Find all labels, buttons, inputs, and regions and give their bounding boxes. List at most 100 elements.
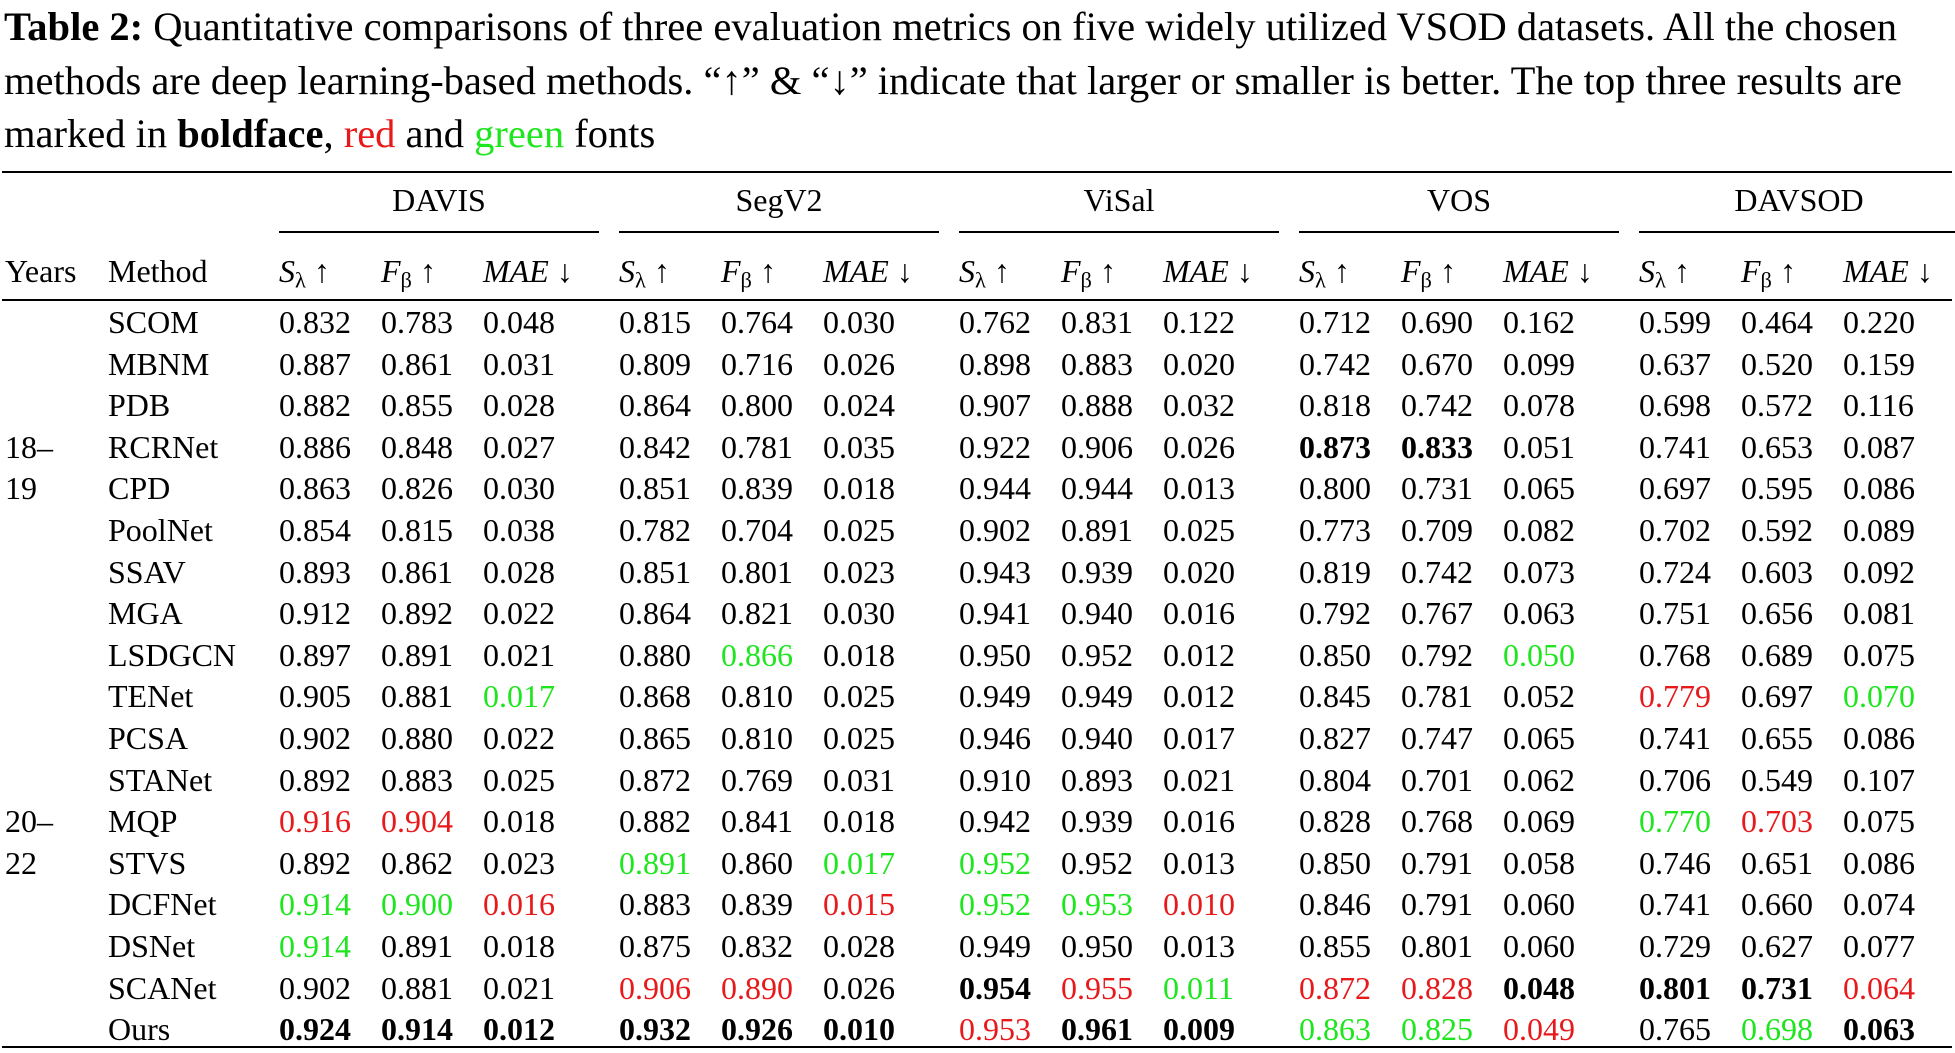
value: 0.952 [959, 886, 1031, 923]
value-cell: 0.842 [619, 427, 691, 467]
value: 0.724 [1639, 553, 1711, 590]
value: 0.906 [1061, 428, 1133, 465]
value-cell: 0.832 [721, 926, 793, 966]
metric-symbol: F [381, 253, 401, 289]
value-cell: 0.698 [1639, 385, 1711, 425]
value: 0.863 [279, 470, 351, 507]
metric-header: Sλ ↑ [1639, 251, 1690, 291]
value-cell: 0.791 [1401, 884, 1473, 924]
value-cell: 0.703 [1741, 801, 1813, 841]
metric-symbol: F [1741, 253, 1761, 289]
value: 0.783 [381, 304, 453, 340]
value-cell: 0.709 [1401, 510, 1473, 550]
value-cell: 0.891 [381, 635, 453, 675]
value: 0.697 [1741, 678, 1813, 715]
value: 0.770 [1639, 803, 1711, 840]
value: 0.864 [619, 595, 691, 632]
value: 0.159 [1843, 345, 1915, 382]
value-cell: 0.949 [959, 926, 1031, 966]
value-cell: 0.882 [279, 385, 351, 425]
value: 0.779 [1639, 678, 1711, 715]
value-cell: 0.855 [1299, 926, 1371, 966]
value-cell: 0.848 [381, 427, 453, 467]
value: 0.086 [1843, 844, 1915, 881]
value: 0.075 [1843, 636, 1915, 673]
value-cell: 0.086 [1843, 718, 1915, 758]
value: 0.868 [619, 678, 691, 715]
value-cell: 0.865 [619, 718, 691, 758]
value-cell: 0.770 [1639, 801, 1711, 841]
value: 0.038 [483, 512, 555, 548]
value: 0.063 [1503, 595, 1575, 632]
metric-arrow: ↑ [993, 253, 1010, 289]
value-cell: 0.768 [1639, 635, 1711, 675]
value-cell: 0.932 [619, 1009, 691, 1049]
value: 0.801 [721, 553, 793, 590]
value-cell: 0.025 [483, 760, 555, 800]
value: 0.012 [483, 1011, 555, 1048]
metric-symbol: MAE [823, 253, 889, 289]
value-cell: 0.860 [721, 843, 793, 883]
value-cell: 0.864 [619, 385, 691, 425]
value-cell: 0.074 [1843, 884, 1915, 924]
value-cell: 0.897 [279, 635, 351, 675]
value-cell: 0.026 [1163, 427, 1235, 467]
value: 0.949 [959, 928, 1031, 964]
value-cell: 0.025 [1163, 510, 1235, 550]
method: LSDGCN [108, 636, 237, 673]
value-cell: 0.854 [279, 510, 351, 550]
value: 0.060 [1503, 928, 1575, 964]
value-cell: 0.792 [1401, 635, 1473, 675]
value-cell: 0.637 [1639, 344, 1711, 384]
value: 0.800 [721, 387, 793, 424]
value: 0.018 [823, 470, 895, 507]
value-cell: 0.850 [1299, 635, 1371, 675]
value-cell: 0.815 [619, 302, 691, 342]
value-cell: 0.839 [721, 468, 793, 508]
value-cell: 0.651 [1741, 843, 1813, 883]
value-cell: 0.690 [1401, 302, 1473, 342]
value: 0.854 [279, 512, 351, 548]
method: TENet [108, 678, 194, 715]
value-cell: 0.845 [1299, 676, 1371, 716]
value-cell: 0.549 [1741, 760, 1813, 800]
value: 0.892 [279, 761, 351, 798]
value: 0.932 [619, 1011, 691, 1048]
value: 0.891 [1061, 512, 1133, 548]
value: 0.064 [1843, 969, 1915, 1006]
value-cell: 0.159 [1843, 344, 1915, 384]
value: 0.768 [1401, 803, 1473, 840]
value: 0.906 [619, 969, 691, 1006]
value-cell: 0.765 [1639, 1009, 1711, 1049]
value-cell: 0.742 [1401, 385, 1473, 425]
value: 0.855 [1299, 928, 1371, 964]
value: 0.027 [483, 428, 555, 465]
value: 0.122 [1163, 304, 1235, 340]
value: 0.731 [1741, 969, 1813, 1006]
value-cell: 0.018 [823, 801, 895, 841]
value: 0.881 [381, 969, 453, 1006]
value-cell: 0.952 [959, 843, 1031, 883]
value-cell: 0.697 [1639, 468, 1711, 508]
value-cell: 0.941 [959, 593, 1031, 633]
value-cell: 0.863 [1299, 1009, 1371, 1049]
value-cell: 0.025 [823, 510, 895, 550]
value-cell: 0.082 [1503, 510, 1575, 550]
year: 20– [5, 803, 53, 840]
value-cell: 0.064 [1843, 968, 1915, 1008]
value-cell: 0.892 [279, 843, 351, 883]
value: 0.742 [1299, 345, 1371, 382]
method-cell: DSNet [108, 926, 195, 966]
value: 0.872 [619, 761, 691, 798]
value-cell: 0.731 [1401, 468, 1473, 508]
value-cell: 0.902 [279, 718, 351, 758]
value: 0.030 [823, 304, 895, 340]
value-cell: 0.050 [1503, 635, 1575, 675]
value: 0.018 [823, 803, 895, 840]
value-cell: 0.953 [959, 1009, 1031, 1049]
value: 0.883 [381, 761, 453, 798]
value-cell: 0.025 [823, 718, 895, 758]
value: 0.914 [381, 1011, 453, 1048]
value: 0.939 [1061, 803, 1133, 840]
metric-header: MAE ↓ [1503, 251, 1593, 291]
